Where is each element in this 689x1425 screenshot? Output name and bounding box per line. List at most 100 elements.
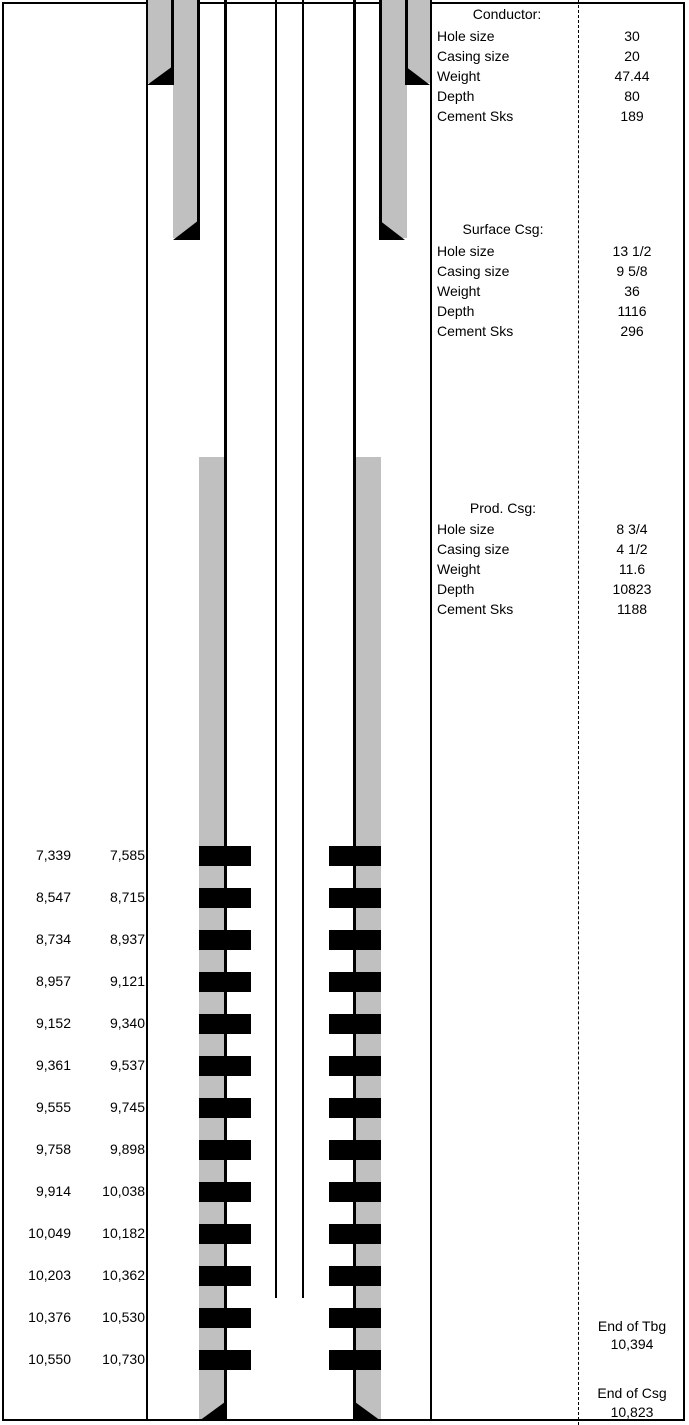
- surface-label-casing-size: Casing size: [437, 263, 510, 279]
- conductor-casing-left: [171, 0, 174, 85]
- perf-6-top: 9,361: [35, 1057, 71, 1073]
- surface-shoe-right: [379, 220, 405, 240]
- perf-1-top: 7,339: [35, 847, 71, 863]
- perf-10-bottom: 10,182: [102, 1225, 145, 1241]
- perf-9-top: 9,914: [35, 1183, 71, 1199]
- perforation-mark-4-right: [329, 972, 381, 992]
- perf-9-bottom: 10,038: [102, 1183, 145, 1199]
- perf-8-top: 9,758: [35, 1141, 71, 1157]
- perforation-mark-8-left: [199, 1140, 251, 1160]
- perforation-mark-5-right: [329, 1014, 381, 1034]
- left-column-divider: [146, 0, 148, 1421]
- perforation-mark-10-right: [329, 1224, 381, 1244]
- surface-cement-left: [173, 0, 199, 238]
- perf-3-top: 8,734: [35, 931, 71, 947]
- surface-label-depth: Depth: [437, 303, 475, 319]
- production-value-weight: 11.6: [618, 561, 646, 577]
- perforation-mark-7-left: [199, 1098, 251, 1118]
- perf-2-top: 8,547: [35, 889, 71, 905]
- surface-value-depth: 1116: [617, 303, 647, 319]
- perforation-mark-1-left: [199, 846, 251, 866]
- conductor-shoe-left: [147, 66, 173, 85]
- perforation-mark-12-left: [199, 1308, 251, 1328]
- perforation-mark-4-left: [199, 972, 251, 992]
- perf-2-bottom: 8,715: [109, 889, 145, 905]
- perf-6-bottom: 9,537: [109, 1057, 145, 1073]
- perf-12-bottom: 10,530: [102, 1309, 145, 1325]
- production-casing-right: [353, 0, 356, 1421]
- perforation-mark-6-left: [199, 1056, 251, 1076]
- perforation-mark-3-right: [329, 930, 381, 950]
- production-title: Prod. Csg:: [469, 500, 537, 516]
- perforation-mark-10-left: [199, 1224, 251, 1244]
- perf-11-bottom: 10,362: [102, 1267, 145, 1283]
- conductor-casing-right: [405, 0, 408, 85]
- perforation-mark-12-right: [329, 1308, 381, 1328]
- conductor-label-casing-size: Casing size: [437, 48, 510, 64]
- surface-value-cement: 296: [620, 323, 644, 339]
- conductor-value-casing-size: 20: [624, 48, 640, 64]
- conductor-shoe-right: [405, 66, 430, 85]
- perforation-mark-11-right: [329, 1266, 381, 1286]
- surface-casing-right: [379, 0, 382, 240]
- perf-5-bottom: 9,340: [109, 1015, 145, 1031]
- end-of-tubing-value: 10,394: [610, 1336, 654, 1352]
- production-label-weight: Weight: [437, 561, 481, 577]
- production-shoe-right: [355, 1402, 381, 1421]
- surface-label-weight: Weight: [437, 283, 481, 299]
- surface-label-cement: Cement Sks: [437, 323, 514, 339]
- perf-11-top: 10,203: [28, 1267, 71, 1283]
- production-shoe-left: [199, 1402, 225, 1421]
- perforation-mark-13-left: [199, 1350, 251, 1370]
- perforation-marks: [199, 846, 381, 1370]
- perf-10-top: 10,049: [28, 1225, 71, 1241]
- perforation-mark-3-left: [199, 930, 251, 950]
- perforation-mark-11-left: [199, 1266, 251, 1286]
- perforation-mark-9-right: [329, 1182, 381, 1202]
- production-label-depth: Depth: [437, 581, 475, 597]
- surface-shoe-left: [173, 220, 199, 240]
- tubing-left: [275, 0, 277, 1298]
- perforation-mark-8-right: [329, 1140, 381, 1160]
- right-column-divider: [430, 0, 432, 1421]
- perf-5-top: 9,152: [35, 1015, 71, 1031]
- production-value-casing-size: 4 1/2: [616, 541, 648, 557]
- conductor-value-depth: 80: [624, 88, 640, 104]
- end-of-casing-value: 10,823: [610, 1404, 654, 1420]
- production-casing-left: [224, 0, 227, 1421]
- production-label-hole-size: Hole size: [437, 521, 495, 537]
- production-value-hole-size: 8 3/4: [616, 521, 648, 537]
- perf-1-bottom: 7,585: [109, 847, 145, 863]
- conductor-value-hole-size: 30: [624, 28, 640, 44]
- perf-4-top: 8,957: [35, 973, 71, 989]
- perforation-mark-5-left: [199, 1014, 251, 1034]
- perf-13-bottom: 10,730: [102, 1351, 145, 1367]
- conductor-value-cement: 189: [620, 108, 644, 124]
- end-of-casing-label: End of Csg: [597, 1385, 667, 1401]
- perf-12-top: 10,376: [28, 1309, 71, 1325]
- conductor-title: Conductor:: [472, 6, 542, 22]
- conductor-value-weight: 47.44: [614, 68, 650, 84]
- conductor-label-weight: Weight: [437, 68, 481, 84]
- production-value-cement: 1188: [616, 601, 648, 617]
- perf-3-bottom: 8,937: [109, 931, 145, 947]
- surface-casing-left: [197, 0, 200, 240]
- surface-label-hole-size: Hole size: [437, 243, 495, 259]
- conductor-label-depth: Depth: [437, 88, 475, 104]
- perforation-mark-9-left: [199, 1182, 251, 1202]
- surface-value-casing-size: 9 5/8: [616, 263, 648, 279]
- conductor-label-hole-size: Hole size: [437, 28, 495, 44]
- tubing-right: [302, 0, 304, 1298]
- conductor-label-cement: Cement Sks: [437, 108, 514, 124]
- perf-7-top: 9,555: [35, 1099, 71, 1115]
- perforation-mark-1-right: [329, 846, 381, 866]
- surface-value-weight: 36: [624, 283, 640, 299]
- production-value-depth: 10823: [612, 581, 652, 597]
- perf-13-top: 10,550: [28, 1351, 71, 1367]
- perforation-mark-2-right: [329, 888, 381, 908]
- perforation-mark-7-right: [329, 1098, 381, 1118]
- perforation-mark-13-right: [329, 1350, 381, 1370]
- surface-title: Surface Csg:: [462, 221, 544, 237]
